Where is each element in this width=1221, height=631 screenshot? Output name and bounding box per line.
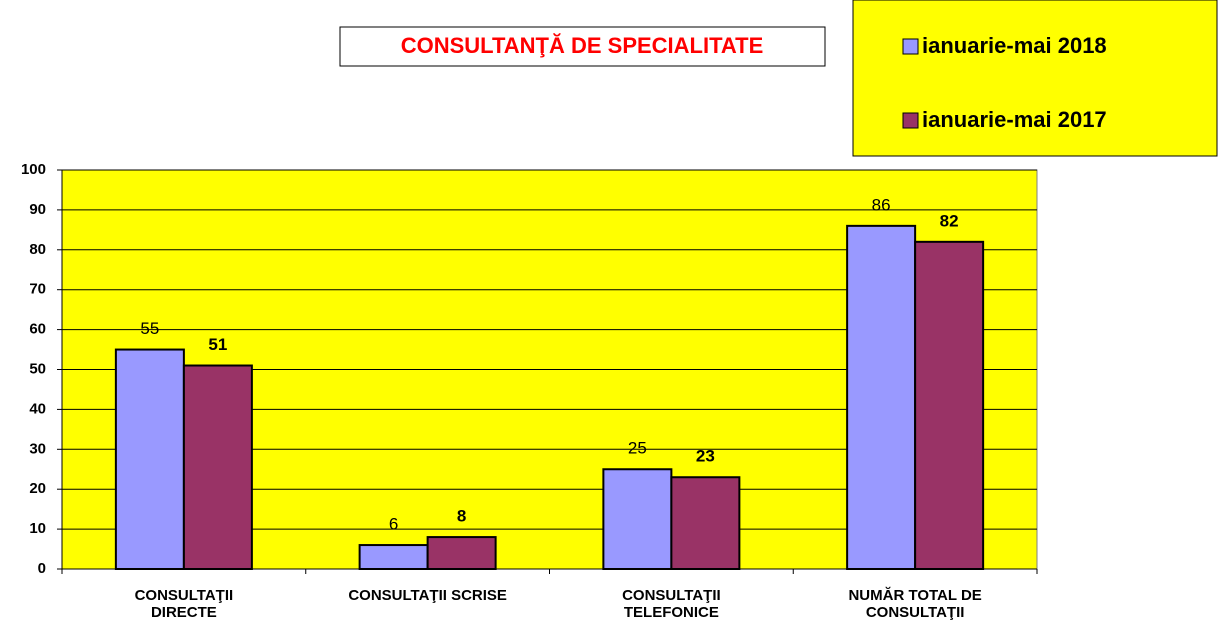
legend-swatch	[902, 38, 919, 55]
bar	[114, 348, 185, 570]
chart-title: CONSULTANŢĂ DE SPECIALITATE	[401, 33, 764, 58]
bar	[182, 364, 253, 571]
y-tick-label: 30	[29, 440, 46, 457]
y-tick-label: 80	[29, 241, 46, 258]
data-label: 6	[389, 515, 398, 534]
data-label: 55	[140, 319, 159, 338]
y-tick-label: 100	[21, 161, 46, 178]
data-label: 23	[696, 447, 715, 466]
y-tick-label: 70	[29, 281, 46, 298]
data-label: 25	[628, 439, 647, 458]
bar	[602, 468, 673, 570]
x-tick-label: NUMĂR TOTAL DE CONSULTAŢII	[848, 587, 982, 621]
y-tick-label: 10	[29, 520, 46, 537]
bar	[846, 224, 917, 571]
bar	[670, 476, 741, 571]
data-label: 51	[208, 335, 227, 354]
x-tick-label: CONSULTAŢII DIRECTE	[134, 587, 234, 621]
bar	[358, 544, 429, 570]
data-label: 8	[457, 507, 466, 526]
y-tick-label: 20	[29, 480, 46, 497]
data-label: 82	[940, 211, 959, 230]
bar	[914, 240, 985, 570]
y-tick-label: 50	[29, 360, 46, 377]
legend-box	[852, 0, 1218, 157]
legend-swatch	[902, 112, 919, 129]
x-tick-label: CONSULTAŢII TELEFONICE	[622, 587, 721, 621]
y-tick-label: 0	[38, 560, 46, 577]
title-box	[339, 26, 826, 67]
legend-label: ianuarie-mai 2017	[922, 107, 1107, 132]
y-tick-label: 90	[29, 201, 46, 218]
x-tick-label: CONSULTAŢII SCRISE	[348, 587, 507, 604]
legend-label: ianuarie-mai 2018	[922, 33, 1107, 58]
bar	[426, 536, 497, 571]
y-tick-label: 60	[29, 321, 46, 338]
y-tick-label: 40	[29, 400, 46, 417]
data-label: 86	[872, 195, 891, 214]
